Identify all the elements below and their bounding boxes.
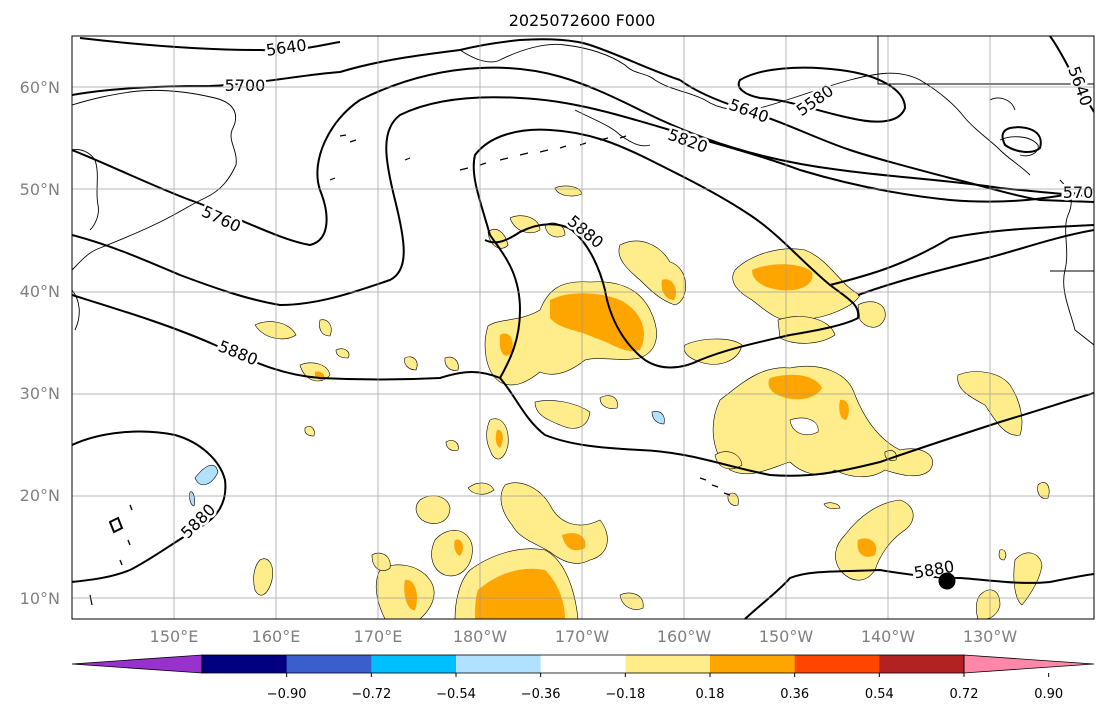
map-title: 2025072600 F000 xyxy=(509,11,656,30)
lon-tick: 160°E xyxy=(252,627,301,646)
height-contours xyxy=(72,36,1094,619)
contour-label: 570 xyxy=(1063,183,1094,202)
colorbar-tick-label: 0.72 xyxy=(950,687,979,702)
colorbar-tick-label: −0.90 xyxy=(267,687,307,702)
map-frame xyxy=(71,35,1095,620)
colorbar-tick-label: −0.36 xyxy=(521,687,561,702)
lon-tick: 130°W xyxy=(963,627,1018,646)
lon-tick: 160°W xyxy=(657,627,712,646)
colorbar-tick-label: 0.90 xyxy=(1034,687,1063,702)
lon-tick: 170°W xyxy=(555,627,610,646)
colorbar-bin xyxy=(710,655,796,673)
colorbar-bin xyxy=(625,655,711,673)
graticule xyxy=(72,36,1094,619)
colorbar-extend-high xyxy=(963,654,1095,674)
colorbar: −0.90 −0.72 −0.54 −0.36 −0.18 0.18 0.36 0.54 0.7… xyxy=(71,654,1095,702)
lat-tick: 60°N xyxy=(20,78,60,97)
lat-tick: 30°N xyxy=(20,384,60,403)
colorbar-outline xyxy=(201,654,965,674)
lon-tick: 140°W xyxy=(861,627,916,646)
colorbar-tick-label: 0.54 xyxy=(865,687,894,702)
colorbar-tick-label: −0.18 xyxy=(605,687,645,702)
colorbar-bin xyxy=(286,655,372,673)
lat-tick: 40°N xyxy=(20,282,60,301)
colorbar-bin xyxy=(371,655,457,673)
longitude-labels: 150°E 160°E 170°E 180°W 170°W 160°W 150°… xyxy=(150,627,1018,646)
colorbar-tick-label: −0.72 xyxy=(351,687,391,702)
colorbar-tick-label: 0.18 xyxy=(696,687,725,702)
contour-label: 5640 xyxy=(727,95,772,127)
coastlines xyxy=(72,36,1094,606)
colorbar-bin xyxy=(540,655,626,673)
lon-tick: 170°E xyxy=(354,627,403,646)
colorbar-bin xyxy=(794,655,880,673)
lon-tick: 150°E xyxy=(150,627,199,646)
lat-tick: 50°N xyxy=(20,180,60,199)
lon-tick: 150°W xyxy=(759,627,814,646)
storm-center-dot xyxy=(938,572,956,590)
lon-tick: 180°W xyxy=(453,627,508,646)
colorbar-tick-label: −0.54 xyxy=(436,687,476,702)
colorbar-extend-low xyxy=(71,654,203,674)
lat-tick: 10°N xyxy=(20,589,60,608)
contour-label: 5700 xyxy=(225,76,266,95)
colorbar-tick-label: 0.36 xyxy=(780,687,809,702)
map-area: 5640 5700 5760 5880 5820 5640 5580 5880 … xyxy=(72,36,1094,619)
lat-tick: 20°N xyxy=(20,486,60,505)
latitude-labels: 60°N 50°N 40°N 30°N 20°N 10°N xyxy=(20,78,60,608)
colorbar-bin xyxy=(202,655,288,673)
colorbar-bin xyxy=(879,655,965,673)
colorbar-bin xyxy=(456,655,542,673)
